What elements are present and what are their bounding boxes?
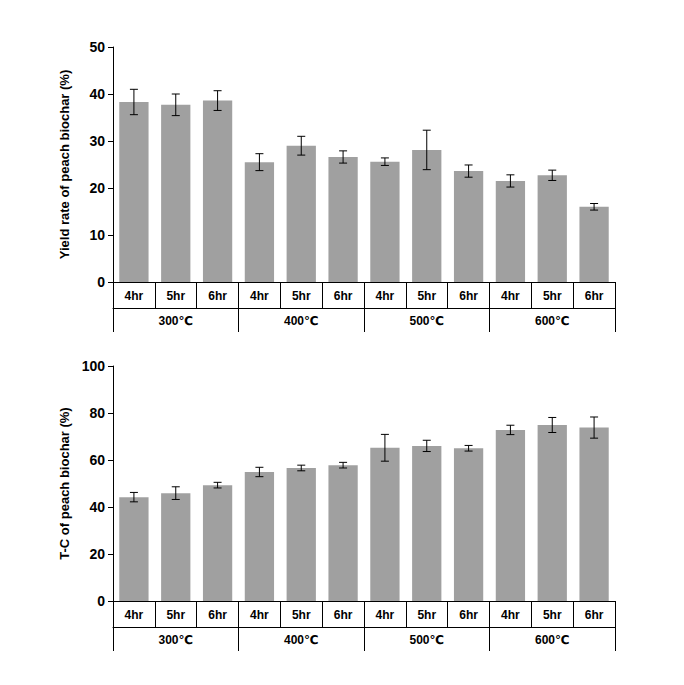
svg-text:4hr: 4hr	[501, 289, 520, 303]
svg-text:30: 30	[89, 133, 105, 149]
svg-text:40: 40	[89, 86, 105, 102]
svg-text:4hr: 4hr	[250, 289, 269, 303]
svg-text:4hr: 4hr	[125, 289, 144, 303]
svg-text:0: 0	[97, 593, 105, 609]
svg-text:50: 50	[89, 39, 105, 55]
svg-text:4hr: 4hr	[376, 289, 395, 303]
svg-text:500℃: 500℃	[409, 633, 444, 647]
svg-text:300℃: 300℃	[158, 633, 193, 647]
svg-text:4hr: 4hr	[125, 608, 144, 622]
svg-text:400℃: 400℃	[284, 314, 319, 328]
svg-text:5hr: 5hr	[292, 289, 311, 303]
svg-text:6hr: 6hr	[585, 289, 604, 303]
svg-text:6hr: 6hr	[459, 608, 478, 622]
svg-text:4hr: 4hr	[250, 608, 269, 622]
svg-text:20: 20	[89, 546, 105, 562]
svg-text:5hr: 5hr	[543, 608, 562, 622]
svg-text:4hr: 4hr	[501, 608, 520, 622]
svg-text:6hr: 6hr	[459, 289, 478, 303]
svg-text:600℃: 600℃	[535, 314, 570, 328]
svg-text:40: 40	[89, 499, 105, 515]
svg-text:0: 0	[97, 274, 105, 290]
svg-text:5hr: 5hr	[166, 608, 185, 622]
svg-text:60: 60	[89, 452, 105, 468]
svg-text:6hr: 6hr	[208, 608, 227, 622]
svg-text:10: 10	[89, 227, 105, 243]
svg-text:5hr: 5hr	[543, 289, 562, 303]
svg-text:600℃: 600℃	[535, 633, 570, 647]
svg-text:6hr: 6hr	[334, 289, 353, 303]
svg-text:80: 80	[89, 405, 105, 421]
svg-text:4hr: 4hr	[376, 608, 395, 622]
svg-text:5hr: 5hr	[292, 608, 311, 622]
svg-text:400℃: 400℃	[284, 633, 319, 647]
svg-text:300℃: 300℃	[158, 314, 193, 328]
svg-text:500℃: 500℃	[409, 314, 444, 328]
svg-text:5hr: 5hr	[417, 608, 436, 622]
svg-text:20: 20	[89, 180, 105, 196]
svg-text:T-C of peach biochar (%): T-C of peach biochar (%)	[57, 407, 72, 559]
svg-text:6hr: 6hr	[585, 608, 604, 622]
svg-text:6hr: 6hr	[208, 289, 227, 303]
svg-text:Yield rate of peach biochar (%: Yield rate of peach biochar (%)	[57, 70, 72, 260]
svg-text:100: 100	[82, 358, 106, 374]
svg-text:5hr: 5hr	[166, 289, 185, 303]
svg-text:6hr: 6hr	[334, 608, 353, 622]
svg-text:5hr: 5hr	[417, 289, 436, 303]
